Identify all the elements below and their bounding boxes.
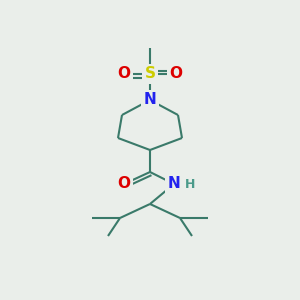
Text: O: O (118, 67, 130, 82)
Text: S: S (145, 67, 155, 82)
Text: N: N (144, 92, 156, 107)
Text: O: O (118, 176, 130, 191)
Text: N: N (168, 176, 180, 191)
Text: H: H (185, 178, 195, 190)
Text: O: O (169, 67, 182, 82)
